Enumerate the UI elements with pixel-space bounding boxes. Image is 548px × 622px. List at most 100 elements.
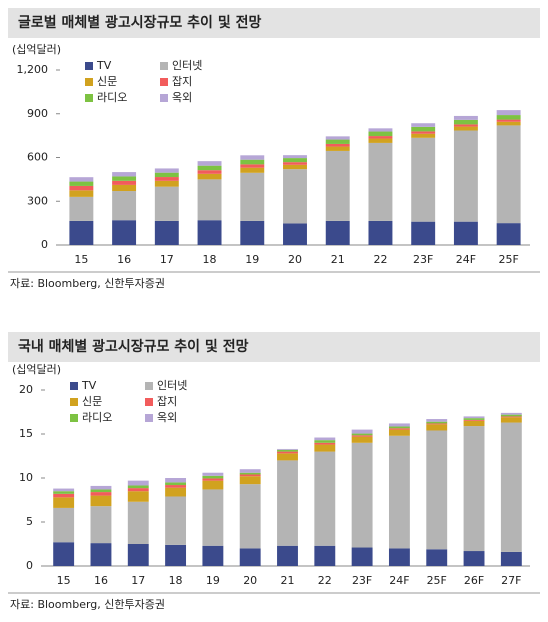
bar-segment (154, 186, 179, 221)
bar-segment (314, 545, 336, 566)
bar-segment (69, 181, 94, 186)
bar-segment (426, 424, 448, 431)
bar-segment (197, 179, 222, 221)
x-tick-label: 22 (373, 253, 387, 266)
x-tick-label: 16 (94, 574, 108, 587)
x-tick-label: 15 (57, 574, 71, 587)
legend-label: 잡지 (157, 395, 177, 408)
bar-segment (277, 451, 298, 454)
bar-segment (202, 475, 224, 479)
x-tick-label: 19 (206, 574, 220, 587)
bar-segment (154, 172, 179, 178)
y-tick-label: 600 (27, 151, 48, 164)
bar-segment (197, 161, 222, 166)
bar-segment (496, 121, 521, 126)
bar-segment (112, 172, 137, 177)
bar-segment (165, 487, 187, 497)
x-tick-label: 25F (427, 574, 447, 587)
bar-segment (463, 551, 485, 566)
legend-label: 신문 (82, 395, 102, 408)
bar-segment (154, 220, 179, 245)
x-tick-label: 16 (117, 253, 131, 266)
bar-segment (202, 480, 224, 490)
bar-segment (388, 428, 410, 430)
bar-segment (239, 472, 261, 475)
bar-segment (283, 223, 307, 245)
bar-segment (500, 422, 522, 552)
bar-segment (351, 435, 373, 437)
y-axis-unit: (십억달러) (12, 363, 61, 376)
bar-segment (127, 485, 149, 489)
y-axis-unit: (십억달러) (12, 43, 61, 56)
legend-swatch (145, 414, 153, 422)
y-tick-label: 10 (19, 471, 33, 484)
bar-segment (351, 442, 373, 548)
bar-segment (325, 146, 350, 151)
bar-segment (240, 167, 265, 173)
chart-title: 국내 매체별 광고시장규모 추이 및 전망 (18, 338, 249, 355)
bar-segment (426, 423, 448, 425)
x-tick-label: 15 (74, 253, 88, 266)
source-note: 자료: Bloomberg, 신한투자증권 (10, 598, 165, 611)
bar-segment (426, 430, 448, 550)
bar-segment (239, 474, 261, 477)
bar-segment (453, 126, 478, 131)
bar-segment (500, 412, 522, 415)
bar-segment (463, 426, 485, 552)
bar-segment (197, 165, 222, 171)
bar-segment (453, 221, 478, 245)
bar-segment (112, 180, 137, 185)
bar-segment (496, 110, 521, 116)
legend-label: TV (96, 59, 112, 72)
bar-segment (197, 220, 222, 245)
bar-segment (202, 489, 224, 546)
bar-segment (351, 547, 373, 566)
bar-segment (53, 542, 75, 566)
bar-segment (314, 442, 336, 445)
bar-segment (411, 133, 436, 138)
bar-segment (53, 507, 75, 543)
y-tick-label: 0 (26, 559, 33, 572)
bar-segment (463, 416, 485, 419)
bar-segment (53, 497, 75, 508)
bar-segment (388, 426, 410, 429)
y-tick-label: 5 (26, 515, 33, 528)
x-tick-label: 17 (131, 574, 145, 587)
legend-swatch (70, 382, 78, 390)
bar-segment (388, 548, 410, 566)
bar-segment (496, 115, 521, 120)
bar-segment (453, 130, 478, 222)
bar-segment (283, 155, 307, 159)
y-tick-label: 20 (19, 383, 33, 396)
bar-segment (202, 545, 224, 566)
bar-segment (500, 417, 522, 423)
bar-segment (368, 136, 393, 139)
bar-segment (500, 414, 522, 417)
bar-segment (500, 551, 522, 566)
x-tick-label: 20 (243, 574, 257, 587)
bar-segment (426, 421, 448, 424)
bar-segment (368, 128, 393, 132)
bar-segment (368, 220, 393, 245)
x-tick-label: 21 (331, 253, 345, 266)
legend-label: 옥외 (172, 91, 192, 104)
x-tick-label: 26F (464, 574, 484, 587)
bar-segment (69, 190, 94, 197)
title-bar (8, 8, 540, 38)
bar-segment (69, 220, 94, 245)
x-tick-label: 20 (288, 253, 302, 266)
bar-segment (202, 478, 224, 481)
bar-segment (112, 184, 137, 192)
bar-segment (453, 115, 478, 120)
bar-segment (240, 155, 265, 160)
bar-segment (90, 543, 112, 566)
bar-segment (426, 549, 448, 566)
bar-segment (127, 480, 149, 486)
bar-segment (283, 162, 307, 165)
x-tick-label: 23F (352, 574, 372, 587)
bar-segment (239, 548, 261, 566)
source-note: 자료: Bloomberg, 신한투자증권 (10, 277, 165, 290)
bar-segment (165, 496, 187, 545)
bar-segment (127, 491, 149, 502)
x-tick-label: 18 (203, 253, 217, 266)
